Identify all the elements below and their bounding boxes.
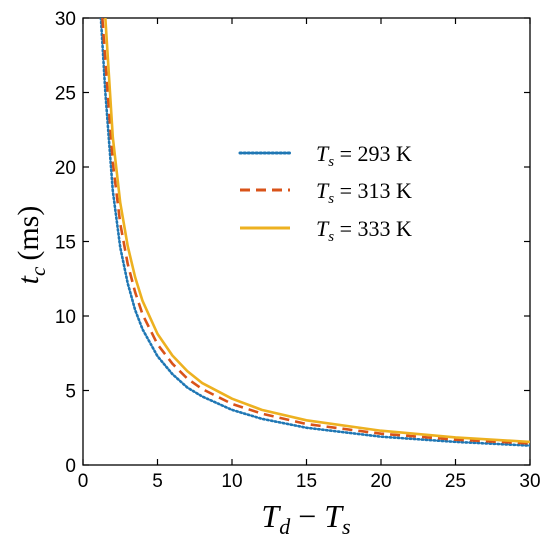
y-tick-label: 25 xyxy=(55,84,76,105)
plot-frame xyxy=(82,17,531,466)
x-axis-title-var2: T xyxy=(324,498,344,534)
legend-label-333: Ts = 333 K xyxy=(316,216,412,245)
y-axis-title-var: t xyxy=(12,275,45,284)
legend-label-293: Ts = 293 K xyxy=(316,141,412,170)
y-tick-label: 10 xyxy=(55,307,76,328)
x-tick-label: 10 xyxy=(221,471,242,492)
y-axis-title: tc (ms) xyxy=(12,206,50,285)
x-tick-label: 20 xyxy=(370,471,391,492)
x-tick-label: 25 xyxy=(445,471,466,492)
y-tick-label: 20 xyxy=(55,158,76,179)
y-tick-label: 0 xyxy=(65,456,76,477)
legend: Ts = 293 K Ts = 313 K Ts = 333 K xyxy=(238,141,412,245)
x-tick-label: 0 xyxy=(78,471,89,492)
x-axis-title-sub1: d xyxy=(279,514,291,539)
series-line-2 xyxy=(104,18,530,444)
y-axis-title-sub: c xyxy=(26,266,50,276)
x-tick-label: 30 xyxy=(519,471,540,492)
series-group xyxy=(99,18,530,447)
x-tick-label: 5 xyxy=(152,471,163,492)
axis-ticks xyxy=(82,17,531,466)
axis-tick-labels: 0 5 10 15 20 25 30 0 5 10 15 20 25 30 xyxy=(55,9,541,492)
x-axis-title-var1: T xyxy=(261,498,281,534)
series-line-1 xyxy=(101,18,530,445)
y-axis-title-unit: (ms) xyxy=(12,206,45,261)
x-axis-title-sub2: s xyxy=(342,514,351,539)
x-tick-label: 15 xyxy=(296,471,317,492)
y-tick-label: 15 xyxy=(55,233,76,254)
series-line-0 xyxy=(99,18,530,447)
y-tick-label: 5 xyxy=(65,382,76,403)
x-axis-title: Td − Ts xyxy=(261,498,350,539)
x-axis-title-op: − xyxy=(290,498,324,534)
legend-label-313: Ts = 313 K xyxy=(316,178,412,207)
y-tick-label: 30 xyxy=(55,9,76,30)
